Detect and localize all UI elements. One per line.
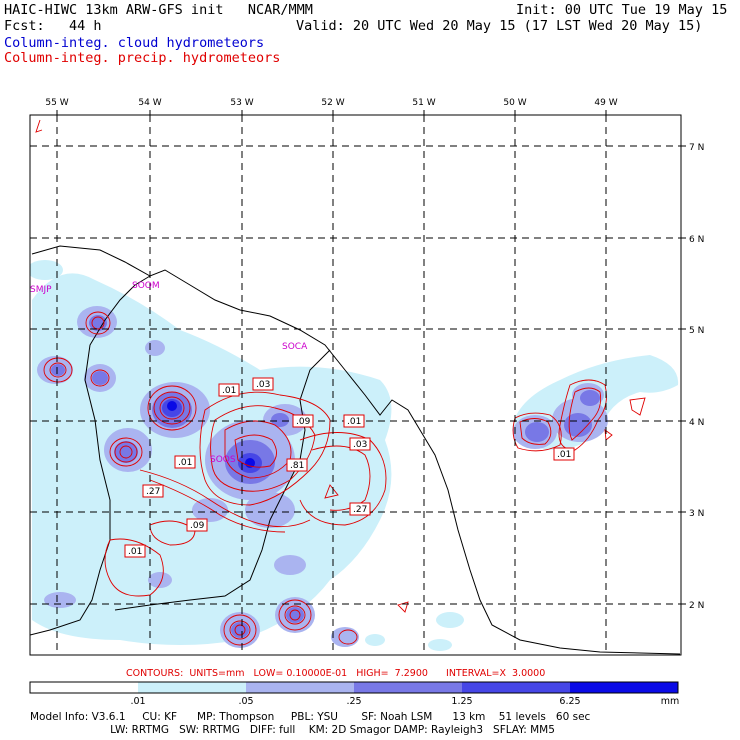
lon-label: 55 W <box>45 98 68 108</box>
contour-label: .09 <box>296 417 311 427</box>
title-line-1: HAIC-HIWC 13km ARW-GFS init NCAR/MMM <box>4 2 313 18</box>
lat-label: 2 N <box>689 601 704 611</box>
valid-time: Valid: 20 UTC Wed 20 May 15 (17 LST Wed … <box>296 18 703 34</box>
contour-label: .09 <box>190 521 205 531</box>
lat-label: 3 N <box>689 509 704 519</box>
contour-label: .03 <box>256 380 270 390</box>
lon-label: 52 W <box>321 98 344 108</box>
map-frame <box>29 114 682 656</box>
contour-label: .81 <box>290 461 304 471</box>
frame-ticks <box>56 110 686 605</box>
lon-label: 54 W <box>138 98 161 108</box>
precip-field-label: Column-integ. precip. hydrometeors <box>4 50 281 66</box>
lat-label: 5 N <box>689 326 704 336</box>
cloud-field-label: Column-integ. cloud hydrometeors <box>4 35 265 51</box>
lon-label: 53 W <box>230 98 253 108</box>
lon-label: 49 W <box>594 98 617 108</box>
station-label: SOCA <box>282 342 308 352</box>
legend-tick: .25 <box>346 696 361 707</box>
legend-tick: 1.25 <box>451 696 472 707</box>
contour-label: .01 <box>347 417 361 427</box>
lat-label: 4 N <box>689 418 704 428</box>
forecast-hour: Fcst: 44 h <box>4 18 102 34</box>
contours-info: CONTOURS: UNITS=mm LOW= 0.10000E-01 HIGH… <box>126 668 546 679</box>
legend-tick: .05 <box>238 696 253 707</box>
init-time: Init: 00 UTC Tue 19 May 15 <box>516 2 728 18</box>
model-info-line-1: Model Info: V3.6.1 CU: KF MP: Thompson P… <box>30 711 591 723</box>
legend-tick: 6.25 <box>559 696 580 707</box>
station-label: SOOS <box>210 455 236 465</box>
station-label: SOOM <box>132 281 160 291</box>
cloud-shading <box>30 260 679 651</box>
model-info-line-2: LW: RRTMG SW: RRTMG DIFF: full KM: 2D Sm… <box>30 724 555 736</box>
contour-label: .27 <box>353 505 367 515</box>
contour-label: .01 <box>128 547 142 557</box>
contour-label: .27 <box>146 487 160 497</box>
legend-tick: .01 <box>130 696 145 707</box>
contour-label: .01 <box>557 450 571 460</box>
lat-label: 7 N <box>689 143 704 153</box>
lon-label: 50 W <box>503 98 526 108</box>
legend-units: mm <box>661 696 680 707</box>
lon-label: 51 W <box>412 98 435 108</box>
color-legend <box>29 681 679 694</box>
lat-label: 6 N <box>689 235 704 245</box>
contour-value-labels: .01 .03 .09 .01 .03 .01 .81 .27 .09 .27 … <box>124 377 575 558</box>
station-label: SMJP <box>30 285 52 295</box>
contour-label: .01 <box>222 386 236 396</box>
contour-label: .01 <box>178 458 192 468</box>
contour-label: .03 <box>353 440 367 450</box>
coastline <box>30 245 681 655</box>
